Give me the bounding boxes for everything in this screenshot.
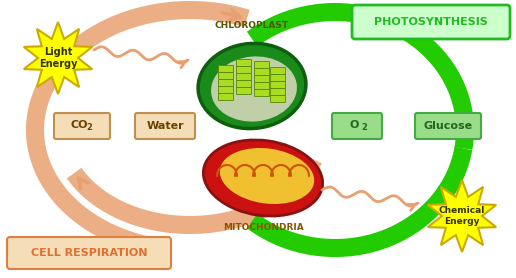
FancyBboxPatch shape xyxy=(135,113,195,139)
Ellipse shape xyxy=(198,43,306,129)
FancyBboxPatch shape xyxy=(218,86,234,93)
Text: Glucose: Glucose xyxy=(424,121,473,131)
FancyBboxPatch shape xyxy=(254,68,269,76)
FancyBboxPatch shape xyxy=(270,96,285,103)
Text: Water: Water xyxy=(146,121,184,131)
FancyBboxPatch shape xyxy=(54,113,110,139)
FancyBboxPatch shape xyxy=(254,90,269,96)
Ellipse shape xyxy=(220,148,314,204)
Text: 2: 2 xyxy=(86,123,92,133)
Text: PHOTOSYNTHESIS: PHOTOSYNTHESIS xyxy=(374,17,488,27)
FancyBboxPatch shape xyxy=(352,5,510,39)
FancyBboxPatch shape xyxy=(270,81,285,88)
Ellipse shape xyxy=(203,140,322,216)
FancyBboxPatch shape xyxy=(254,83,269,90)
FancyBboxPatch shape xyxy=(236,81,251,88)
Text: O: O xyxy=(349,120,359,130)
FancyBboxPatch shape xyxy=(270,68,285,75)
FancyBboxPatch shape xyxy=(7,237,171,269)
FancyBboxPatch shape xyxy=(254,61,269,68)
Ellipse shape xyxy=(211,56,297,121)
Polygon shape xyxy=(24,22,92,94)
Text: CO: CO xyxy=(70,120,88,130)
Text: 2: 2 xyxy=(361,123,367,133)
FancyBboxPatch shape xyxy=(236,88,251,95)
FancyBboxPatch shape xyxy=(236,73,251,81)
Text: CELL RESPIRATION: CELL RESPIRATION xyxy=(31,248,147,258)
FancyBboxPatch shape xyxy=(218,73,234,80)
FancyBboxPatch shape xyxy=(254,76,269,83)
FancyBboxPatch shape xyxy=(218,93,234,101)
Text: Chemical
Energy: Chemical Energy xyxy=(439,206,485,226)
Text: Light
Energy: Light Energy xyxy=(39,47,77,69)
FancyBboxPatch shape xyxy=(270,75,285,81)
FancyBboxPatch shape xyxy=(270,88,285,96)
FancyBboxPatch shape xyxy=(415,113,481,139)
Polygon shape xyxy=(428,180,496,252)
FancyBboxPatch shape xyxy=(332,113,382,139)
Text: CHLOROPLAST: CHLOROPLAST xyxy=(215,21,289,30)
FancyBboxPatch shape xyxy=(236,59,251,66)
Text: MITOCHONDRIA: MITOCHONDRIA xyxy=(222,223,303,232)
FancyBboxPatch shape xyxy=(218,66,234,73)
FancyBboxPatch shape xyxy=(218,80,234,86)
FancyBboxPatch shape xyxy=(236,66,251,73)
